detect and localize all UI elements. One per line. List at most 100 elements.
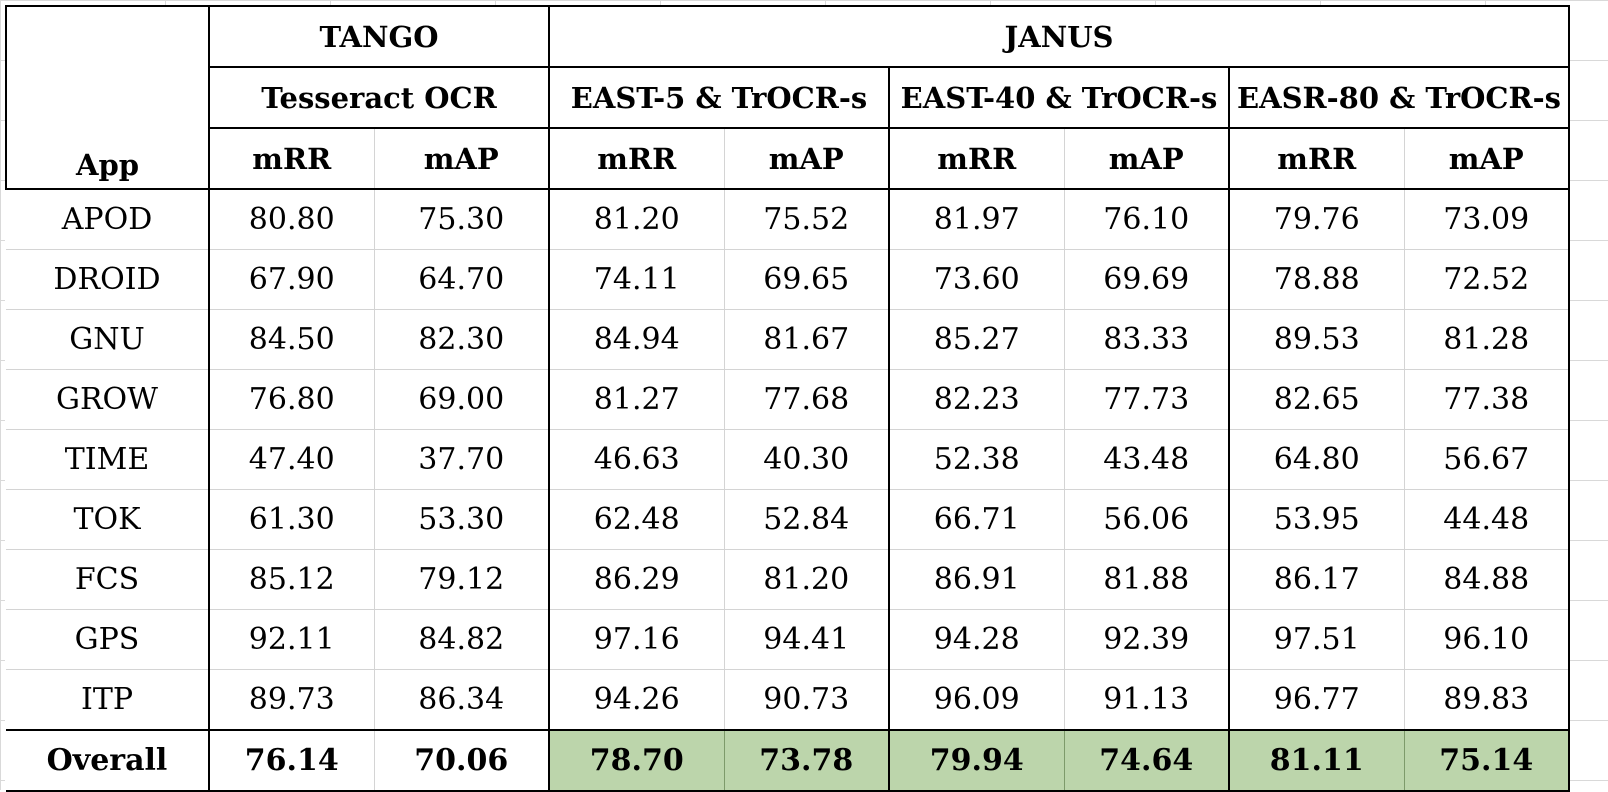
value-cell: 53.30 (374, 489, 550, 550)
value-cell: 89.83 (1404, 669, 1570, 731)
table-row: GNU 84.50 82.30 84.94 81.67 85.27 83.33 … (6, 309, 1570, 370)
metric-header: mAP (1404, 127, 1570, 190)
value-cell: 82.23 (889, 369, 1065, 430)
header-row-configs: Tesseract OCR EAST-5 & TrOCR-s EAST-40 &… (6, 66, 1570, 129)
value-cell: 97.51 (1229, 609, 1405, 670)
value-cell: 44.48 (1404, 489, 1570, 550)
value-cell: 67.90 (209, 249, 375, 310)
value-cell: 90.73 (724, 669, 890, 731)
metric-header: mRR (209, 127, 375, 190)
config-header-tesseract-ocr: Tesseract OCR (209, 66, 550, 129)
value-cell: 37.70 (374, 429, 550, 490)
value-cell: 84.88 (1404, 549, 1570, 610)
overall-label-cell: Overall (6, 729, 210, 792)
overall-value-cell: 76.14 (209, 729, 375, 792)
header-row-metrics: mRR mAP mRR mAP mRR mAP mRR mAP (6, 127, 1570, 190)
metric-header: mAP (724, 127, 890, 190)
overall-value-cell-highlighted: 75.14 (1404, 729, 1570, 792)
value-cell: 75.52 (724, 189, 890, 250)
value-cell: 81.27 (549, 369, 725, 430)
value-cell: 75.30 (374, 189, 550, 250)
results-table: App TANGO JANUS Tesseract OCR EAST-5 & T… (5, 5, 1570, 792)
table-row: DROID 67.90 64.70 74.11 69.65 73.60 69.6… (6, 249, 1570, 310)
overall-value-cell-highlighted: 78.70 (549, 729, 725, 792)
table-row: FCS 85.12 79.12 86.29 81.20 86.91 81.88 … (6, 549, 1570, 610)
value-cell: 72.52 (1404, 249, 1570, 310)
value-cell: 94.28 (889, 609, 1065, 670)
value-cell: 40.30 (724, 429, 890, 490)
app-name-cell: GROW (6, 369, 210, 430)
value-cell: 89.53 (1229, 309, 1405, 370)
overall-row: Overall 76.14 70.06 78.70 73.78 79.94 74… (6, 729, 1570, 792)
value-cell: 83.33 (1064, 309, 1230, 370)
value-cell: 81.28 (1404, 309, 1570, 370)
value-cell: 89.73 (209, 669, 375, 731)
app-name-cell: ITP (6, 669, 210, 731)
config-header-easr-80: EASR-80 & TrOCR-s (1229, 66, 1570, 129)
app-name-cell: GNU (6, 309, 210, 370)
app-name-cell: APOD (6, 189, 210, 250)
value-cell: 94.41 (724, 609, 890, 670)
overall-value-cell: 70.06 (374, 729, 550, 792)
value-cell: 73.60 (889, 249, 1065, 310)
value-cell: 52.84 (724, 489, 890, 550)
app-name-cell: DROID (6, 249, 210, 310)
value-cell: 61.30 (209, 489, 375, 550)
value-cell: 94.26 (549, 669, 725, 731)
value-cell: 76.80 (209, 369, 375, 430)
value-cell: 86.91 (889, 549, 1065, 610)
value-cell: 85.27 (889, 309, 1065, 370)
value-cell: 77.38 (1404, 369, 1570, 430)
value-cell: 96.09 (889, 669, 1065, 731)
value-cell: 81.20 (549, 189, 725, 250)
value-cell: 91.13 (1064, 669, 1230, 731)
value-cell: 81.67 (724, 309, 890, 370)
value-cell: 76.10 (1064, 189, 1230, 250)
value-cell: 96.10 (1404, 609, 1570, 670)
table-row: APOD 80.80 75.30 81.20 75.52 81.97 76.10… (6, 189, 1570, 250)
value-cell: 46.63 (549, 429, 725, 490)
value-cell: 82.65 (1229, 369, 1405, 430)
app-name-cell: FCS (6, 549, 210, 610)
overall-value-cell-highlighted: 74.64 (1064, 729, 1230, 792)
config-header-east-40: EAST-40 & TrOCR-s (889, 66, 1230, 129)
value-cell: 92.11 (209, 609, 375, 670)
table-row: ITP 89.73 86.34 94.26 90.73 96.09 91.13 … (6, 669, 1570, 731)
app-name-cell: TIME (6, 429, 210, 490)
value-cell: 69.00 (374, 369, 550, 430)
value-cell: 85.12 (209, 549, 375, 610)
table-row: TOK 61.30 53.30 62.48 52.84 66.71 56.06 … (6, 489, 1570, 550)
value-cell: 43.48 (1064, 429, 1230, 490)
app-name-cell: TOK (6, 489, 210, 550)
value-cell: 64.80 (1229, 429, 1405, 490)
metric-header: mRR (889, 127, 1065, 190)
value-cell: 81.88 (1064, 549, 1230, 610)
header-row-groups: App TANGO JANUS (5, 5, 1570, 190)
value-cell: 77.73 (1064, 369, 1230, 430)
value-cell: 81.97 (889, 189, 1065, 250)
value-cell: 79.12 (374, 549, 550, 610)
value-cell: 86.29 (549, 549, 725, 610)
value-cell: 77.68 (724, 369, 890, 430)
value-cell: 64.70 (374, 249, 550, 310)
value-cell: 69.65 (724, 249, 890, 310)
value-cell: 86.17 (1229, 549, 1405, 610)
metric-header: mAP (374, 127, 550, 190)
app-column-header: App (5, 5, 210, 190)
value-cell: 96.77 (1229, 669, 1405, 731)
value-cell: 80.80 (209, 189, 375, 250)
group-header-janus: JANUS (549, 5, 1570, 68)
value-cell: 73.09 (1404, 189, 1570, 250)
value-cell: 78.88 (1229, 249, 1405, 310)
overall-value-cell-highlighted: 73.78 (724, 729, 890, 792)
value-cell: 47.40 (209, 429, 375, 490)
value-cell: 84.50 (209, 309, 375, 370)
metric-header: mRR (1229, 127, 1405, 190)
table-row: GPS 92.11 84.82 97.16 94.41 94.28 92.39 … (6, 609, 1570, 670)
metric-header: mRR (549, 127, 725, 190)
value-cell: 62.48 (549, 489, 725, 550)
overall-value-cell-highlighted: 81.11 (1229, 729, 1405, 792)
value-cell: 86.34 (374, 669, 550, 731)
value-cell: 81.20 (724, 549, 890, 610)
